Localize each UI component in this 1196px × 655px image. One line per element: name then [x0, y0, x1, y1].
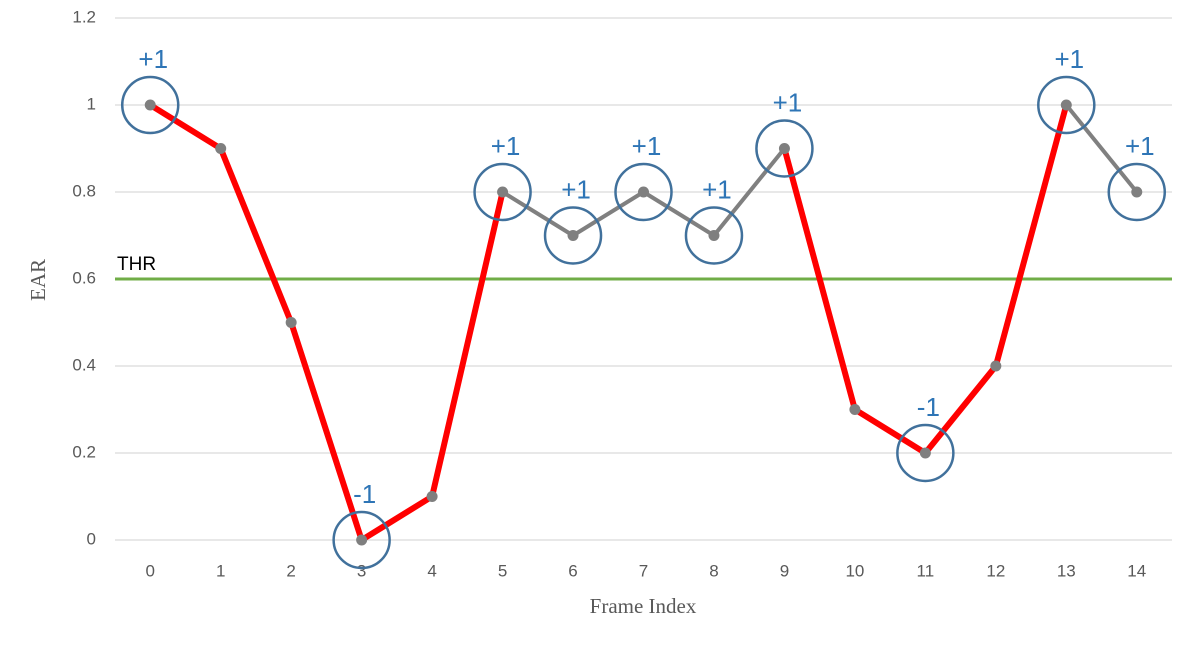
x-tick-label: 9	[780, 561, 789, 580]
data-point	[567, 230, 579, 241]
data-point	[849, 404, 861, 415]
data-point	[497, 186, 509, 198]
data-point	[778, 143, 790, 154]
annotation-label: -1	[917, 392, 940, 422]
y-axis-title: EAR	[26, 259, 50, 301]
x-tick-label: 0	[145, 561, 154, 580]
x-tick-label: 13	[1057, 561, 1076, 580]
annotation-label: -1	[353, 479, 376, 509]
threshold-label: THR	[117, 254, 156, 275]
x-tick-label: 12	[986, 561, 1005, 580]
x-tick-label: 2	[286, 561, 295, 580]
line-segment	[429, 189, 506, 500]
annotation-circle	[543, 206, 603, 265]
y-tick-label: 1	[87, 94, 96, 113]
data-point	[356, 534, 368, 546]
line-segment	[781, 145, 858, 413]
y-tick-label: 0	[87, 529, 96, 548]
x-tick-label: 14	[1127, 561, 1146, 580]
line-segment	[1064, 103, 1139, 194]
line-segment	[217, 145, 295, 326]
line-segment	[922, 363, 999, 456]
x-tick-label: 5	[498, 561, 507, 580]
annotation-label: +1	[773, 87, 803, 117]
line-segment	[571, 190, 646, 238]
annotation-circle	[120, 75, 180, 135]
data-point	[1060, 99, 1072, 111]
line-segment	[641, 190, 716, 238]
x-tick-label: 7	[639, 561, 648, 580]
line-segment	[147, 102, 224, 152]
annotation-label: +1	[1054, 44, 1084, 74]
data-point	[1131, 186, 1143, 198]
line-segment	[992, 102, 1070, 369]
data-point	[708, 230, 720, 241]
line-segment	[500, 190, 576, 238]
data-point	[285, 317, 297, 328]
annotation-label: +1	[491, 131, 521, 161]
x-tick-label: 4	[427, 561, 436, 580]
annotation-label: +1	[702, 174, 732, 204]
line-segment	[851, 406, 929, 456]
annotation-circle	[1107, 162, 1167, 222]
x-tick-label: 3	[357, 561, 366, 580]
annotation-label: +1	[138, 44, 168, 74]
line-segment	[358, 493, 436, 543]
x-tick-label: 11	[917, 561, 935, 580]
line-segment	[711, 146, 787, 238]
data-point	[919, 447, 931, 459]
annotation-circle	[332, 510, 391, 570]
annotation-circle	[755, 119, 814, 178]
x-tick-label: 8	[709, 561, 718, 580]
data-point	[638, 186, 649, 198]
annotation-circle	[473, 162, 532, 222]
data-point	[215, 143, 227, 154]
data-point	[990, 360, 1002, 372]
x-tick-label: 6	[568, 561, 577, 580]
annotation-label: +1	[1125, 131, 1155, 161]
y-tick-label: 0.8	[72, 181, 96, 200]
y-tick-label: 1.2	[72, 7, 96, 26]
x-tick-label: 10	[845, 561, 864, 580]
annotation-label: +1	[632, 131, 662, 161]
annotation-circle	[896, 423, 955, 483]
data-point	[426, 491, 438, 502]
annotation-circle	[1037, 75, 1096, 135]
annotation-label: +1	[561, 174, 591, 204]
annotation-circle	[684, 206, 744, 265]
y-tick-label: 0.6	[72, 268, 96, 287]
y-tick-label: 0.4	[72, 355, 96, 374]
x-tick-label: 1	[216, 561, 225, 580]
line-segment	[288, 319, 365, 543]
x-axis-title: Frame Index	[590, 594, 697, 618]
y-tick-label: 0.2	[72, 442, 96, 461]
data-point	[144, 99, 156, 111]
annotation-circle	[614, 162, 673, 222]
